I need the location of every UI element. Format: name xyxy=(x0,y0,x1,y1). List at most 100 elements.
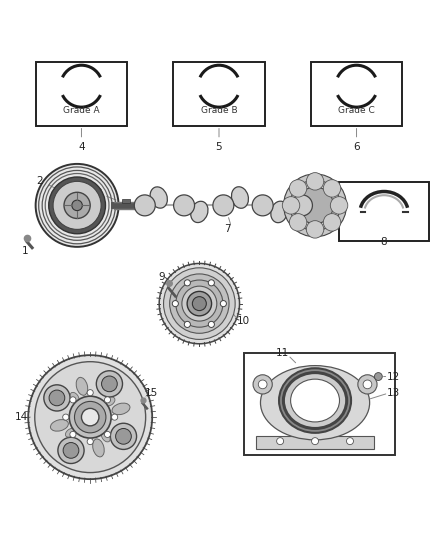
Text: 11: 11 xyxy=(276,348,289,358)
Circle shape xyxy=(81,408,99,426)
Circle shape xyxy=(208,280,215,286)
Circle shape xyxy=(170,274,229,333)
Circle shape xyxy=(323,180,341,197)
Circle shape xyxy=(58,437,84,464)
Bar xyxy=(339,182,429,241)
Circle shape xyxy=(69,396,111,438)
Circle shape xyxy=(184,280,191,286)
Circle shape xyxy=(49,177,106,234)
Circle shape xyxy=(35,362,146,473)
Ellipse shape xyxy=(93,439,104,457)
Circle shape xyxy=(184,321,191,327)
Circle shape xyxy=(330,197,348,214)
Circle shape xyxy=(173,195,194,216)
Text: 13: 13 xyxy=(387,388,400,398)
Circle shape xyxy=(213,195,234,216)
Circle shape xyxy=(253,375,272,394)
Circle shape xyxy=(49,390,65,406)
Ellipse shape xyxy=(271,201,288,223)
Circle shape xyxy=(72,200,82,211)
Circle shape xyxy=(70,397,76,403)
Circle shape xyxy=(346,438,353,445)
Circle shape xyxy=(374,373,382,381)
Circle shape xyxy=(283,197,300,214)
Circle shape xyxy=(87,439,93,445)
Circle shape xyxy=(74,401,106,433)
Ellipse shape xyxy=(283,373,347,429)
Circle shape xyxy=(110,423,137,449)
Ellipse shape xyxy=(279,368,351,433)
Text: 10: 10 xyxy=(237,316,250,326)
Bar xyxy=(311,62,403,126)
Circle shape xyxy=(182,286,217,321)
Ellipse shape xyxy=(106,397,115,406)
Circle shape xyxy=(208,321,215,327)
Ellipse shape xyxy=(290,379,339,422)
Text: 12: 12 xyxy=(387,372,400,382)
Circle shape xyxy=(284,174,346,237)
Bar xyxy=(256,437,374,449)
Circle shape xyxy=(290,180,307,197)
Ellipse shape xyxy=(191,201,208,223)
Text: 14: 14 xyxy=(14,412,28,422)
Circle shape xyxy=(53,181,101,229)
Circle shape xyxy=(87,390,93,395)
Circle shape xyxy=(306,221,324,238)
Circle shape xyxy=(187,292,212,316)
Circle shape xyxy=(64,192,90,219)
Text: 1: 1 xyxy=(22,246,28,256)
Circle shape xyxy=(28,355,152,479)
Text: 6: 6 xyxy=(353,142,360,152)
Circle shape xyxy=(104,397,110,403)
Circle shape xyxy=(363,380,372,389)
Ellipse shape xyxy=(102,432,110,442)
Circle shape xyxy=(192,297,206,311)
Text: Grade A: Grade A xyxy=(63,106,100,115)
Text: 8: 8 xyxy=(381,238,387,247)
Circle shape xyxy=(70,431,76,438)
Text: 7: 7 xyxy=(224,224,231,235)
Bar xyxy=(122,199,130,203)
Ellipse shape xyxy=(231,187,248,208)
Circle shape xyxy=(291,195,312,216)
Circle shape xyxy=(252,195,273,216)
Circle shape xyxy=(35,164,119,247)
Text: Grade C: Grade C xyxy=(338,106,375,115)
Circle shape xyxy=(96,371,123,397)
Text: Grade B: Grade B xyxy=(201,106,237,115)
Circle shape xyxy=(306,173,324,190)
Circle shape xyxy=(63,414,69,420)
Circle shape xyxy=(358,375,377,394)
Circle shape xyxy=(116,429,131,444)
Circle shape xyxy=(159,263,240,344)
Text: 5: 5 xyxy=(215,142,223,152)
Circle shape xyxy=(44,385,70,411)
Text: 15: 15 xyxy=(145,388,158,398)
Ellipse shape xyxy=(112,403,130,415)
Bar xyxy=(173,62,265,126)
Circle shape xyxy=(297,187,333,224)
Circle shape xyxy=(176,280,223,327)
Ellipse shape xyxy=(65,429,75,437)
Text: 9: 9 xyxy=(158,272,165,282)
Circle shape xyxy=(104,431,110,438)
Ellipse shape xyxy=(150,187,167,208)
Circle shape xyxy=(63,442,79,458)
Circle shape xyxy=(311,438,318,445)
Text: 4: 4 xyxy=(78,142,85,152)
Circle shape xyxy=(102,376,117,392)
Circle shape xyxy=(290,214,307,231)
Circle shape xyxy=(163,268,235,340)
Circle shape xyxy=(220,301,226,306)
Text: 3: 3 xyxy=(95,188,102,198)
Ellipse shape xyxy=(261,366,370,440)
Ellipse shape xyxy=(70,392,79,402)
Circle shape xyxy=(290,180,340,231)
Ellipse shape xyxy=(50,419,68,431)
Circle shape xyxy=(112,414,118,420)
Circle shape xyxy=(134,195,155,216)
Circle shape xyxy=(258,380,267,389)
Bar xyxy=(35,62,127,126)
Circle shape xyxy=(277,438,284,445)
Text: 2: 2 xyxy=(37,176,43,187)
